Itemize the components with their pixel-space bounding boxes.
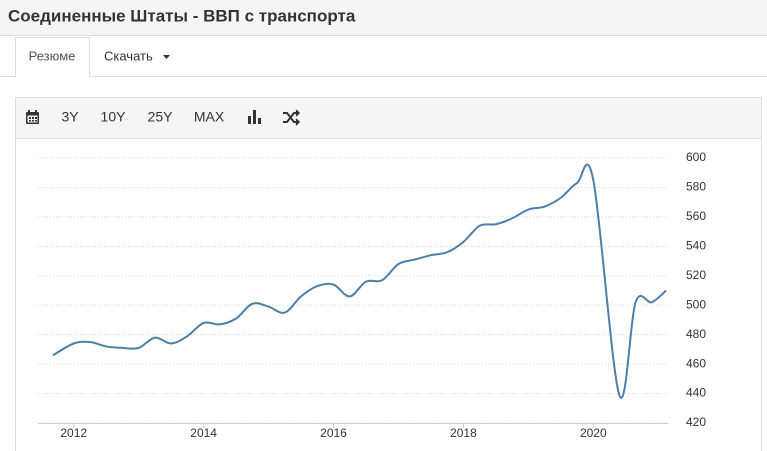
y-tick-label: 560 [686, 209, 706, 223]
range-button[interactable]: 3Y [61, 109, 79, 125]
range-button[interactable]: MAX [194, 109, 225, 125]
toolbar [16, 98, 761, 138]
y-tick-label: 600 [686, 150, 706, 164]
x-tick-label: 2018 [450, 426, 477, 440]
title-bar [0, 0, 767, 35]
tab[interactable]: Резюме [29, 48, 76, 63]
y-tick-label: 480 [686, 327, 706, 341]
x-tick-label: 2012 [60, 426, 87, 440]
bar-chart-icon[interactable] [248, 110, 261, 124]
range-button[interactable]: 10Y [101, 109, 127, 125]
y-tick-label: 500 [686, 297, 706, 311]
range-button[interactable]: 25Y [148, 109, 174, 125]
dropdown-caret [163, 55, 170, 59]
y-tick-label: 440 [686, 386, 706, 400]
x-tick-label: 2016 [320, 426, 347, 440]
tab[interactable]: Скачать [104, 48, 153, 63]
x-tick-label: 2014 [190, 426, 217, 440]
data-line [52, 163, 667, 399]
calendar-icon[interactable] [26, 110, 39, 124]
y-tick-label: 540 [686, 239, 706, 253]
shuffle-icon[interactable] [283, 109, 301, 126]
page-title: Соединенные Штаты - ВВП с транспорта [8, 6, 356, 25]
y-tick-label: 420 [686, 415, 706, 429]
x-tick-label: 2020 [580, 426, 607, 440]
y-tick-label: 580 [686, 180, 706, 194]
y-tick-label: 460 [686, 356, 706, 370]
y-tick-label: 520 [686, 268, 706, 282]
active-tab[interactable] [15, 37, 90, 77]
